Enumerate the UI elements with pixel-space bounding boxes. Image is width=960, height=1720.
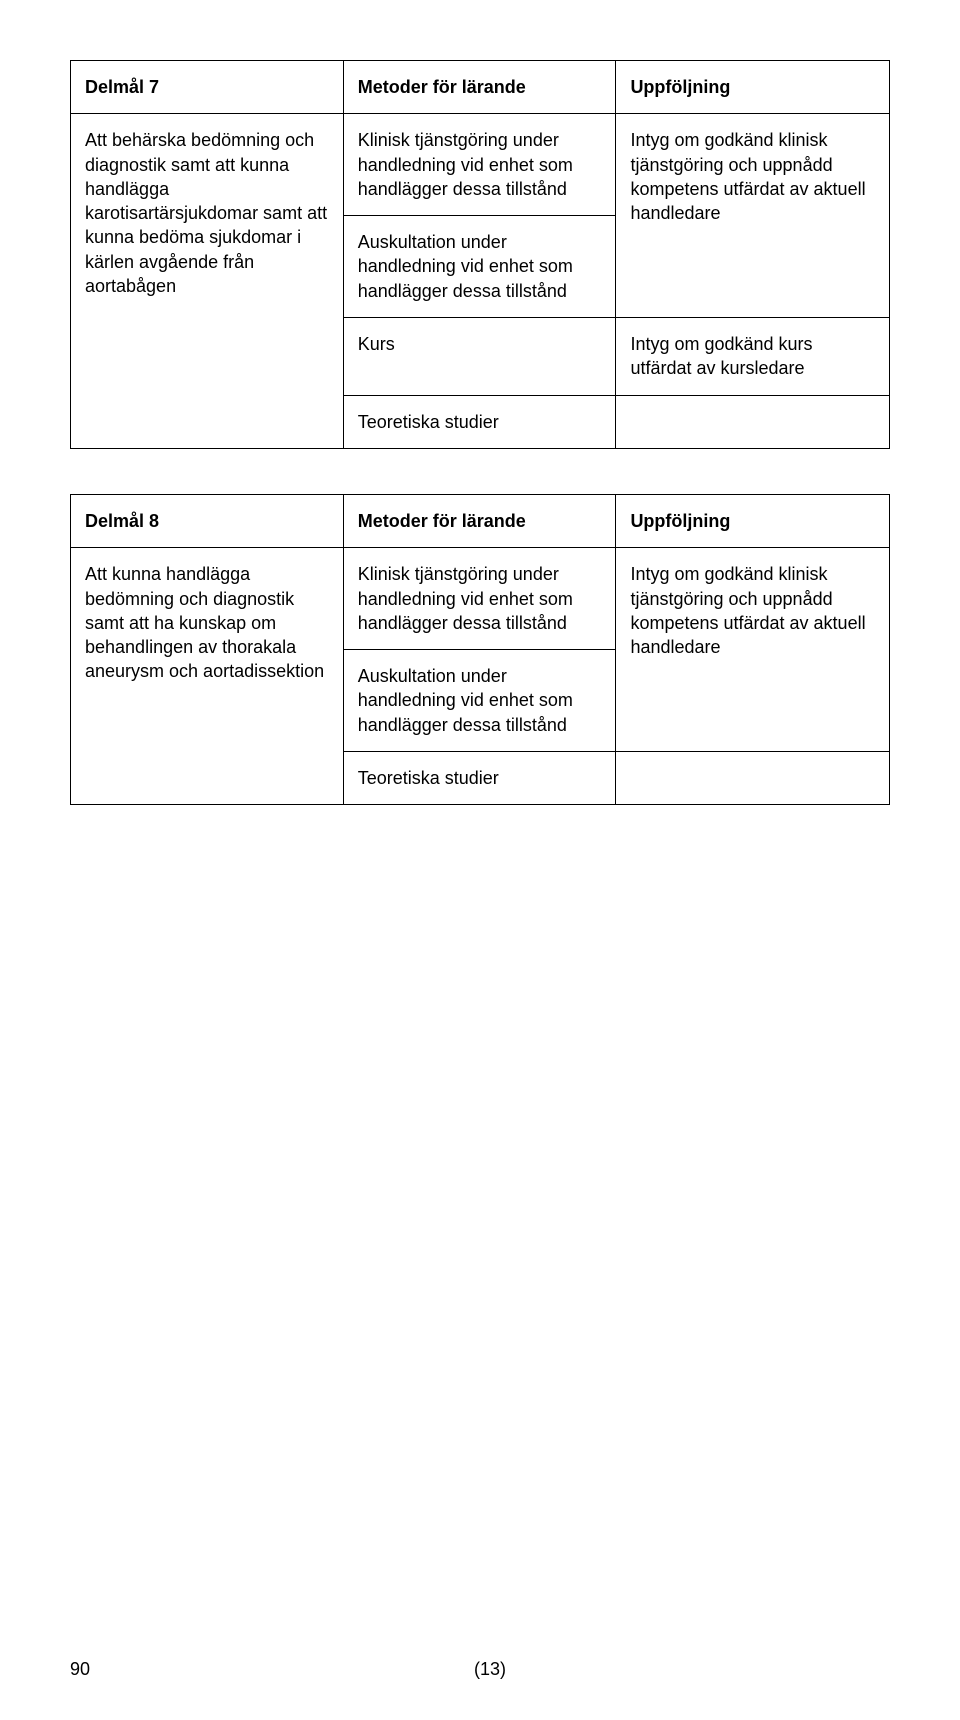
cell-method: Teoretiska studier	[343, 395, 616, 448]
header-uppfoljning: Uppföljning	[616, 61, 890, 114]
cell-method: Auskultation under handledning vid enhet…	[343, 216, 616, 318]
cell-method: Klinisk tjänstgöring under handledning v…	[343, 114, 616, 216]
table-row: Att behärska bedömning och diagnostik sa…	[71, 114, 890, 216]
cell-followup	[616, 752, 890, 805]
header-uppfoljning: Uppföljning	[616, 494, 890, 547]
cell-followup: Intyg om godkänd klinisk tjänstgöring oc…	[616, 548, 890, 752]
cell-method: Auskultation under handledning vid enhet…	[343, 650, 616, 752]
header-metoder: Metoder för lärande	[343, 61, 616, 114]
page: Delmål 7 Metoder för lärande Uppföljning…	[0, 0, 960, 1720]
cell-goal-description: Att kunna handlägga bedömning och diagno…	[71, 548, 344, 805]
cell-goal-description: Att behärska bedömning och diagnostik sa…	[71, 114, 344, 449]
header-delmal: Delmål 8	[71, 494, 344, 547]
page-footer: 90 (13)	[70, 1659, 890, 1680]
table-delmal-8: Delmål 8 Metoder för lärande Uppföljning…	[70, 494, 890, 805]
cell-method: Kurs	[343, 318, 616, 396]
cell-followup: Intyg om godkänd kurs utfärdat av kursle…	[616, 318, 890, 396]
page-of: (13)	[70, 1659, 890, 1680]
table-delmal-7: Delmål 7 Metoder för lärande Uppföljning…	[70, 60, 890, 449]
page-number: 90	[70, 1659, 90, 1680]
header-metoder: Metoder för lärande	[343, 494, 616, 547]
cell-method: Klinisk tjänstgöring under handledning v…	[343, 548, 616, 650]
table-row: Att kunna handlägga bedömning och diagno…	[71, 548, 890, 650]
cell-method: Teoretiska studier	[343, 752, 616, 805]
cell-followup	[616, 395, 890, 448]
table-row: Delmål 7 Metoder för lärande Uppföljning	[71, 61, 890, 114]
cell-followup: Intyg om godkänd klinisk tjänstgöring oc…	[616, 114, 890, 318]
header-delmal: Delmål 7	[71, 61, 344, 114]
table-row: Delmål 8 Metoder för lärande Uppföljning	[71, 494, 890, 547]
